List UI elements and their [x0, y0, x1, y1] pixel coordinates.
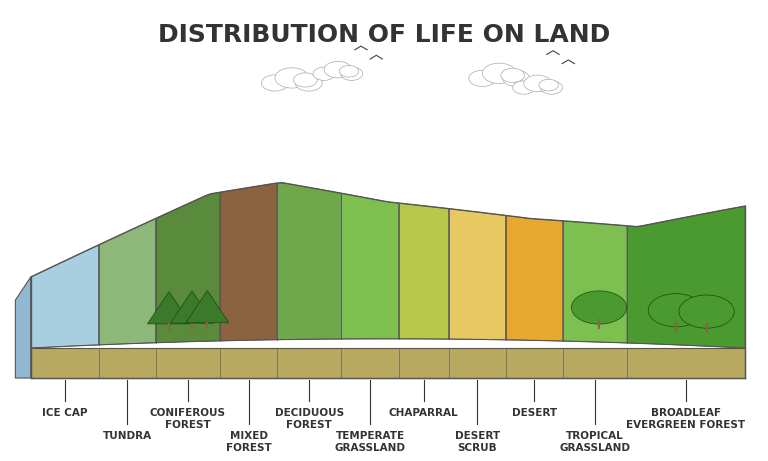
Circle shape	[313, 67, 335, 80]
Text: BROADLEAF
EVERGREEN FOREST: BROADLEAF EVERGREEN FOREST	[627, 408, 746, 430]
Polygon shape	[15, 277, 31, 378]
Circle shape	[648, 294, 703, 327]
Text: DISTRIBUTION OF LIFE ON LAND: DISTRIBUTION OF LIFE ON LAND	[158, 23, 610, 47]
Circle shape	[501, 68, 525, 83]
Circle shape	[541, 81, 562, 94]
Text: TUNDRA: TUNDRA	[103, 431, 152, 441]
Circle shape	[261, 75, 289, 91]
Polygon shape	[399, 203, 449, 339]
Text: TEMPERATE
GRASSLAND: TEMPERATE GRASSLAND	[335, 431, 406, 453]
Polygon shape	[342, 193, 399, 339]
Circle shape	[341, 67, 362, 80]
Circle shape	[513, 81, 535, 94]
Text: MIXED
FOREST: MIXED FOREST	[226, 431, 271, 453]
Polygon shape	[156, 192, 220, 343]
Polygon shape	[277, 183, 342, 340]
Text: ICE CAP: ICE CAP	[42, 408, 88, 418]
Circle shape	[293, 73, 317, 87]
Circle shape	[482, 63, 516, 83]
Polygon shape	[147, 292, 190, 324]
Polygon shape	[449, 209, 505, 340]
Polygon shape	[186, 290, 229, 323]
Polygon shape	[31, 245, 98, 348]
Text: DESERT: DESERT	[511, 408, 557, 418]
Text: CONIFEROUS
FOREST: CONIFEROUS FOREST	[150, 408, 226, 430]
Polygon shape	[220, 183, 277, 341]
Text: DECIDUOUS
FOREST: DECIDUOUS FOREST	[275, 408, 344, 430]
Circle shape	[571, 291, 627, 324]
Circle shape	[275, 68, 309, 88]
Circle shape	[679, 295, 734, 328]
Polygon shape	[98, 219, 156, 345]
Polygon shape	[505, 215, 563, 341]
Circle shape	[468, 70, 496, 87]
Polygon shape	[627, 206, 745, 348]
Text: DESERT
SCRUB: DESERT SCRUB	[455, 431, 500, 453]
Circle shape	[339, 65, 359, 77]
Circle shape	[502, 70, 530, 87]
Circle shape	[295, 75, 323, 91]
Circle shape	[324, 61, 352, 78]
Text: TROPICAL
GRASSLAND: TROPICAL GRASSLAND	[559, 431, 631, 453]
Circle shape	[539, 79, 558, 91]
Polygon shape	[170, 291, 214, 323]
Text: CHAPARRAL: CHAPARRAL	[389, 408, 458, 418]
Polygon shape	[31, 348, 745, 378]
Circle shape	[524, 75, 551, 92]
Polygon shape	[563, 221, 627, 343]
